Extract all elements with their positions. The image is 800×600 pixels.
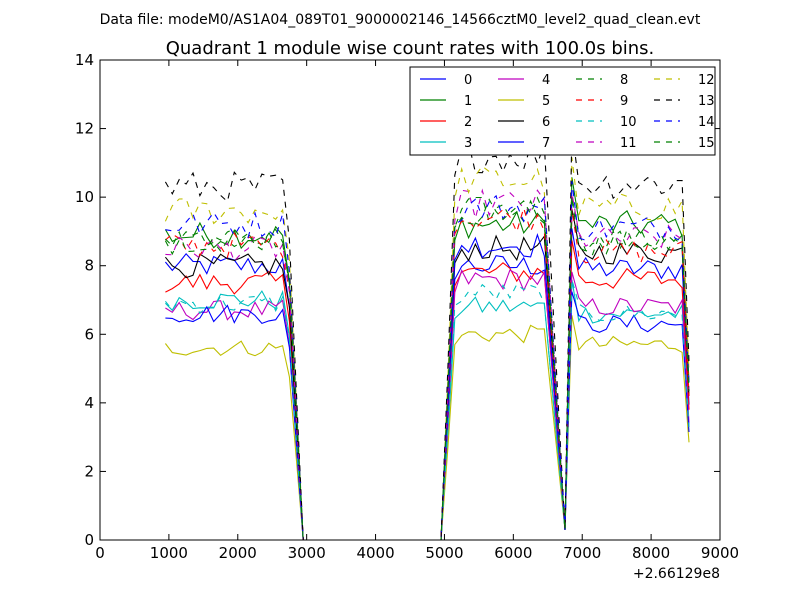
y-tick-label: 2 [84,462,94,480]
legend-label-6: 6 [542,115,550,130]
legend-label-14: 14 [698,115,715,130]
x-tick-label: 9000 [701,544,739,562]
series-line-9 [165,206,690,541]
x-tick-label: 1000 [150,544,188,562]
series-line-14 [165,181,690,541]
x-tick-label: 8000 [632,544,670,562]
legend-label-1: 1 [464,94,472,109]
series-line-7 [165,232,690,541]
series-line-15 [165,196,690,541]
y-tick-label: 12 [75,120,94,138]
legend-label-15: 15 [698,136,715,151]
legend-label-2: 2 [464,115,472,130]
series-line-5 [164,315,690,541]
series-line-4 [165,268,690,541]
series-line-10 [164,279,690,541]
plot-frame [99,59,721,541]
legend-label-7: 7 [542,136,550,151]
axis-ticks: 0 1000 2000 3000 4000 5000 6000 7000 8000 9000 0 2 4… [75,51,739,562]
legend-label-0: 0 [464,73,472,88]
legend-label-9: 9 [620,94,628,109]
y-tick-label: 4 [84,394,94,412]
x-tick-label: 2000 [219,544,257,562]
legend-box [409,66,716,156]
x-tick-label: 7000 [563,544,601,562]
series-line-0 [164,228,690,541]
x-tick-label: 0 [95,544,105,562]
legend-label-4: 4 [542,73,550,88]
legend-label-12: 12 [698,73,715,88]
y-tick-label: 6 [84,325,94,343]
legend-label-8: 8 [620,73,628,88]
x-offset-label: +2.66129e8 [633,566,720,582]
x-tick-label: 3000 [288,544,326,562]
chart-title: Quadrant 1 module wise count rates with … [166,38,655,59]
series-line-12 [164,157,690,541]
series-line-6 [164,208,690,541]
series-line-11 [165,188,690,541]
series-line-13 [164,129,690,541]
y-tick-label: 8 [84,257,94,275]
y-tick-label: 10 [75,188,94,206]
x-tick-label: 5000 [425,544,463,562]
legend-label-10: 10 [620,115,637,130]
series-line-2 [165,240,690,541]
series-line-8 [164,196,690,541]
legend-label-3: 3 [464,136,472,151]
chart-suptitle: Data file: modeM0/AS1A04_089T01_90000021… [100,12,701,28]
y-tick-label: 0 [84,531,94,549]
legend-label-13: 13 [698,94,715,109]
legend-label-5: 5 [542,94,550,109]
x-tick-label: 6000 [494,544,532,562]
x-tick-label: 4000 [356,544,394,562]
legend-label-11: 11 [620,136,637,151]
plot-lines [164,129,690,541]
y-tick-label: 14 [75,51,94,69]
series-line-3 [165,279,690,541]
